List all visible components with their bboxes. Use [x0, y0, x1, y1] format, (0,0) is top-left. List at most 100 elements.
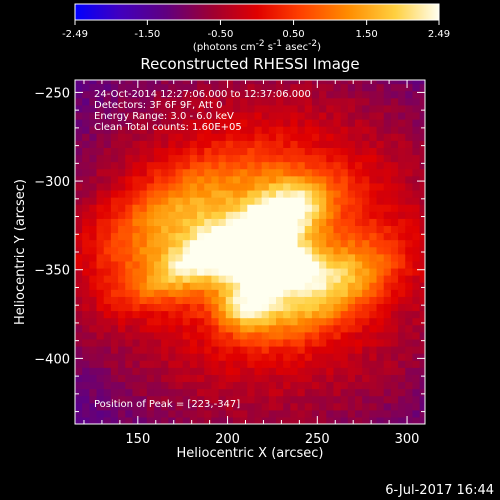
- heatmap-cell: [405, 409, 414, 418]
- heatmap-cell: [153, 154, 162, 163]
- heatmap-cell: [168, 388, 177, 397]
- heatmap-cell: [290, 409, 299, 418]
- heatmap-cell: [103, 140, 112, 148]
- y-tick-label: −250: [34, 86, 70, 101]
- heatmap-cell: [232, 338, 241, 347]
- heatmap-cell: [153, 175, 162, 184]
- heatmap-cell: [96, 260, 105, 269]
- heatmap-cell: [333, 197, 342, 205]
- heatmap-cell: [175, 381, 184, 390]
- heatmap-cell: [319, 317, 327, 326]
- heatmap-cell: [89, 246, 98, 255]
- heatmap-cell: [189, 211, 198, 219]
- heatmap-cell: [355, 168, 363, 177]
- heatmap-cell: [340, 310, 349, 319]
- heatmap-cell: [247, 260, 256, 269]
- heatmap-cell: [175, 182, 184, 191]
- heatmap-cell: [390, 260, 399, 269]
- heatmap-cell: [311, 388, 320, 397]
- heatmap-cell: [197, 225, 205, 234]
- heatmap-cell: [146, 239, 155, 248]
- heatmap-cell: [161, 147, 169, 156]
- heatmap-cell: [398, 119, 406, 127]
- heatmap-cell: [182, 317, 191, 326]
- heatmap-cell: [225, 345, 234, 354]
- heatmap-cell: [268, 303, 277, 312]
- heatmap-cell: [96, 395, 105, 404]
- heatmap-cell: [340, 360, 349, 368]
- heatmap-cell: [82, 331, 90, 340]
- heatmap-cell: [153, 182, 162, 191]
- heatmap-cell: [383, 239, 392, 248]
- heatmap-cell: [340, 275, 349, 283]
- heatmap-cell: [247, 175, 256, 184]
- heatmap-cell: [297, 381, 306, 390]
- heatmap-cell: [376, 168, 385, 177]
- heatmap-cell: [240, 154, 248, 163]
- heatmap-cell: [362, 317, 370, 326]
- heatmap-cell: [405, 119, 414, 127]
- heatmap-cell: [390, 97, 399, 106]
- heatmap-cell: [189, 324, 198, 333]
- heatmap-cell: [153, 111, 162, 120]
- heatmap-cell: [240, 317, 248, 326]
- heatmap-cell: [211, 331, 220, 340]
- heatmap-cell: [125, 353, 134, 361]
- heatmap-cell: [225, 409, 234, 418]
- heatmap-cell: [182, 253, 191, 262]
- heatmap-cell: [383, 282, 392, 290]
- heatmap-cell: [103, 197, 112, 205]
- heatmap-cell: [268, 388, 277, 397]
- heatmap-cell: [96, 253, 105, 262]
- heatmap-cell: [347, 367, 356, 375]
- heatmap-cell: [75, 104, 83, 113]
- heatmap-cell: [333, 189, 342, 198]
- heatmap-cell: [304, 395, 313, 404]
- heatmap-cell: [390, 353, 399, 361]
- heatmap-cell: [268, 395, 277, 404]
- heatmap-cell: [254, 133, 263, 141]
- heatmap-cell: [319, 282, 327, 290]
- heatmap-cell: [340, 211, 349, 219]
- heatmap-cell: [261, 402, 270, 411]
- heatmap-cell: [340, 182, 349, 191]
- heatmap-cell: [311, 353, 320, 361]
- heatmap-cell: [419, 338, 425, 347]
- heatmap-cell: [405, 381, 414, 390]
- heatmap-cell: [153, 409, 162, 418]
- heatmap-cell: [362, 211, 370, 219]
- heatmap-cell: [297, 310, 306, 319]
- heatmap-cell: [362, 345, 370, 354]
- heatmap-cell: [268, 381, 277, 390]
- heatmap-cell: [240, 111, 248, 120]
- heatmap-cell: [232, 225, 241, 234]
- heatmap-cell: [240, 282, 248, 290]
- heatmap-cell: [261, 289, 270, 297]
- heatmap-cell: [261, 154, 270, 163]
- heatmap-cell: [283, 246, 291, 255]
- heatmap-cell: [333, 246, 342, 255]
- heatmap-cell: [89, 282, 98, 290]
- heatmap-cell: [376, 225, 385, 234]
- heatmap-cell: [319, 303, 327, 312]
- heatmap-cell: [369, 367, 378, 375]
- heatmap-cell: [125, 331, 134, 340]
- heatmap-cell: [261, 239, 270, 248]
- heatmap-cell: [139, 140, 148, 148]
- heatmap-cell: [276, 225, 284, 234]
- heatmap-cell: [261, 197, 270, 205]
- heatmap-cell: [297, 119, 306, 127]
- heatmap-cell: [89, 324, 98, 333]
- heatmap-cell: [182, 353, 191, 361]
- heatmap-cell: [304, 239, 313, 248]
- heatmap-cell: [225, 80, 234, 85]
- heatmap-cell: [118, 310, 126, 319]
- heatmap-cell: [347, 197, 356, 205]
- heatmap-cell: [276, 161, 284, 170]
- heatmap-cell: [412, 395, 421, 404]
- heatmap-cell: [268, 197, 277, 205]
- heatmap-cell: [132, 161, 141, 170]
- heatmap-cell: [110, 104, 119, 113]
- heatmap-cell: [398, 296, 406, 305]
- heatmap-cell: [218, 402, 227, 411]
